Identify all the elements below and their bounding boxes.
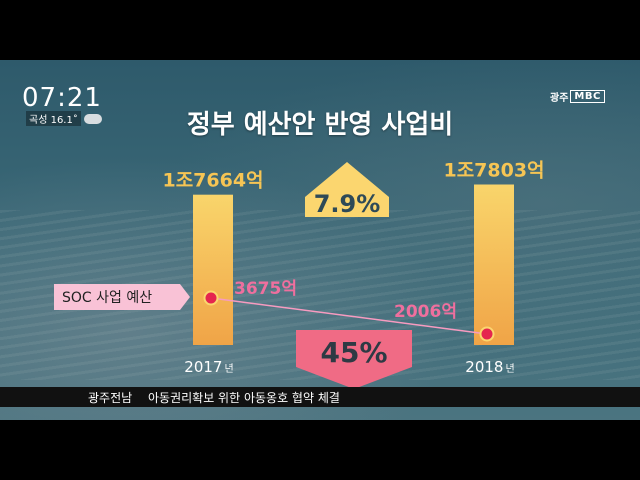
ticker-headline: 아동권리확보 위한 아동옹호 협약 체결 bbox=[148, 390, 340, 405]
logo-brand: MBC bbox=[570, 89, 605, 103]
bar-value-label: 1조7803억 bbox=[443, 160, 544, 182]
decrease-arrow bbox=[296, 330, 412, 389]
bar-2017 bbox=[193, 194, 233, 345]
soc-value-label: 3675억 bbox=[234, 279, 297, 299]
soc-legend-label: SOC 사업 예산 bbox=[62, 290, 152, 306]
station-logo: 광주 MBC bbox=[550, 88, 605, 104]
increase-arrow bbox=[305, 162, 389, 217]
soc-point-2018 bbox=[479, 326, 495, 342]
bar-2018 bbox=[474, 184, 514, 345]
bar-value-label: 1조7664억 bbox=[162, 170, 263, 192]
news-ticker: 광주전남 아동권리확보 위한 아동옹호 협약 체결 bbox=[0, 387, 640, 407]
logo-region: 광주 bbox=[550, 92, 569, 104]
weather-text: 곡성 16.1˚ bbox=[26, 111, 81, 126]
ticker-source: 광주전남 bbox=[88, 390, 133, 405]
cloud-icon bbox=[83, 113, 102, 124]
weather-badge: 곡성 16.1˚ bbox=[26, 111, 102, 126]
category-label-2017: 2017 년 bbox=[184, 358, 233, 376]
increase-label: 7.9% bbox=[314, 190, 381, 218]
clock: 07:21 bbox=[22, 83, 102, 113]
category-label-2018: 2018 년 bbox=[465, 358, 514, 376]
chart-title: 정부 예산안 반영 사업비 bbox=[186, 110, 454, 140]
soc-line bbox=[210, 297, 488, 335]
soc-value-label: 2006억 bbox=[394, 302, 457, 322]
soc-legend-tag bbox=[54, 284, 190, 310]
soc-point-2017 bbox=[203, 290, 219, 306]
decrease-label: 45% bbox=[320, 336, 387, 369]
